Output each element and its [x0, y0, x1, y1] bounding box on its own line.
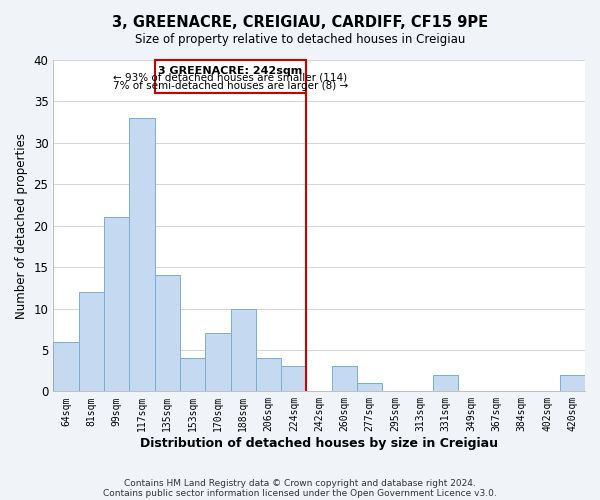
Bar	[180, 358, 205, 392]
Bar	[332, 366, 357, 392]
Text: 3 GREENACRE: 242sqm: 3 GREENACRE: 242sqm	[158, 66, 302, 76]
Text: 3, GREENACRE, CREIGIAU, CARDIFF, CF15 9PE: 3, GREENACRE, CREIGIAU, CARDIFF, CF15 9P…	[112, 15, 488, 30]
Bar	[129, 118, 155, 392]
Bar	[155, 276, 180, 392]
Y-axis label: Number of detached properties: Number of detached properties	[15, 132, 28, 318]
Text: Contains public sector information licensed under the Open Government Licence v3: Contains public sector information licen…	[103, 488, 497, 498]
Bar	[53, 342, 79, 392]
Bar	[433, 375, 458, 392]
Text: Contains HM Land Registry data © Crown copyright and database right 2024.: Contains HM Land Registry data © Crown c…	[124, 478, 476, 488]
Bar	[281, 366, 307, 392]
Bar	[79, 292, 104, 392]
Bar	[104, 218, 129, 392]
Text: ← 93% of detached houses are smaller (114): ← 93% of detached houses are smaller (11…	[113, 72, 347, 83]
Bar	[205, 334, 230, 392]
Bar	[256, 358, 281, 392]
Bar	[560, 375, 585, 392]
Bar	[357, 383, 382, 392]
Text: 7% of semi-detached houses are larger (8) →: 7% of semi-detached houses are larger (8…	[113, 80, 348, 90]
Text: Size of property relative to detached houses in Creigiau: Size of property relative to detached ho…	[135, 32, 465, 46]
FancyBboxPatch shape	[155, 60, 307, 93]
Bar	[230, 308, 256, 392]
X-axis label: Distribution of detached houses by size in Creigiau: Distribution of detached houses by size …	[140, 437, 498, 450]
